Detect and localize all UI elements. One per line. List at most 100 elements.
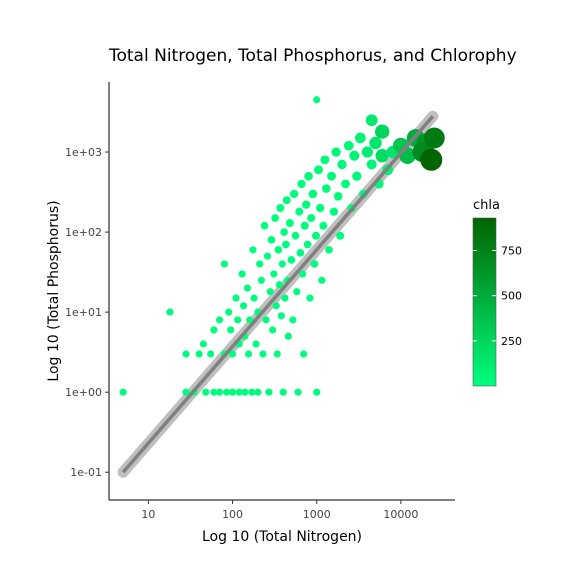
data-point xyxy=(232,294,240,302)
data-point xyxy=(369,136,382,150)
data-point xyxy=(280,228,288,236)
data-point xyxy=(331,147,341,157)
data-point xyxy=(318,276,326,284)
data-point xyxy=(270,270,278,278)
data-point xyxy=(266,288,274,296)
data-point xyxy=(300,221,309,230)
data-point xyxy=(313,388,321,396)
data-point xyxy=(256,260,264,268)
points-layer xyxy=(119,96,445,396)
data-point xyxy=(316,203,325,213)
data-point xyxy=(314,165,323,175)
data-point xyxy=(239,302,248,310)
data-point xyxy=(361,146,373,158)
data-point xyxy=(365,114,378,127)
data-point xyxy=(287,256,296,264)
data-point xyxy=(257,276,265,284)
data-point xyxy=(273,350,281,358)
data-point xyxy=(267,236,276,244)
data-point xyxy=(277,312,285,320)
data-point xyxy=(246,316,254,324)
data-point xyxy=(295,207,304,216)
data-point xyxy=(352,171,362,181)
data-point xyxy=(313,96,321,104)
data-point xyxy=(278,260,286,268)
data-point xyxy=(307,213,316,223)
data-point xyxy=(235,388,243,396)
x-tick-label: 10 xyxy=(141,508,155,521)
chart-title: Total Nitrogen, Total Phosphorus, and Ch… xyxy=(108,46,517,66)
data-point xyxy=(227,326,235,334)
data-point xyxy=(210,326,218,334)
data-point xyxy=(327,171,336,181)
data-point xyxy=(291,231,300,240)
data-point xyxy=(262,316,270,324)
legend-title: chla xyxy=(473,198,500,213)
data-point xyxy=(249,246,257,254)
data-point xyxy=(289,316,297,324)
data-point xyxy=(265,388,273,396)
data-point xyxy=(337,159,347,170)
x-tick-label: 100 xyxy=(222,508,243,521)
data-point xyxy=(336,231,345,240)
data-point xyxy=(269,326,277,334)
data-point xyxy=(294,388,302,396)
data-point xyxy=(263,252,272,260)
x-axis-ticks: 10 100 1000 10000 xyxy=(141,500,418,521)
data-point xyxy=(375,124,390,139)
data-point xyxy=(207,350,215,358)
data-point xyxy=(254,388,262,396)
data-point xyxy=(423,127,445,149)
data-point xyxy=(349,150,360,161)
legend-colorbar xyxy=(472,217,497,387)
data-point xyxy=(182,350,190,358)
data-point xyxy=(225,308,233,316)
data-point xyxy=(343,140,354,151)
data-point xyxy=(215,316,224,324)
data-point xyxy=(275,281,283,289)
data-point xyxy=(228,388,237,396)
data-point xyxy=(276,203,285,213)
data-point xyxy=(202,388,210,396)
data-point xyxy=(271,214,279,222)
trend-line-layer xyxy=(121,115,435,474)
data-point xyxy=(274,246,283,254)
data-point xyxy=(297,179,306,189)
data-point xyxy=(248,388,256,396)
data-point xyxy=(220,260,229,268)
y-tick-label: 1e+03 xyxy=(65,146,102,159)
data-point xyxy=(366,159,377,170)
data-point xyxy=(311,231,320,240)
y-axis-ticks: 1e-01 1e+00 1e+01 1e+02 1e+03 xyxy=(65,146,109,479)
data-point xyxy=(282,196,291,205)
x-tick-label: 10000 xyxy=(383,508,418,521)
data-point xyxy=(234,316,242,324)
data-point xyxy=(238,270,246,278)
data-point xyxy=(228,350,237,358)
y-tick-label: 1e+00 xyxy=(65,386,102,399)
data-point xyxy=(182,388,190,396)
data-point xyxy=(282,240,290,249)
data-point xyxy=(243,284,251,292)
data-point xyxy=(250,294,258,302)
data-point xyxy=(119,388,127,396)
data-point xyxy=(241,388,249,396)
y-tick-label: 1e+02 xyxy=(65,226,102,239)
trend-line xyxy=(121,115,435,474)
data-point xyxy=(285,218,294,227)
data-point xyxy=(296,249,305,257)
data-point xyxy=(259,350,267,358)
y-tick-label: 1e+01 xyxy=(65,306,102,319)
legend-ticks: 250 500 750 xyxy=(473,245,522,348)
x-axis-title: Log 10 (Total Nitrogen) xyxy=(202,529,362,545)
data-point xyxy=(195,350,203,358)
plot-area xyxy=(117,96,445,478)
legend-tick-label: 500 xyxy=(501,290,522,303)
data-point xyxy=(329,207,339,216)
data-point xyxy=(304,171,313,181)
data-point xyxy=(260,221,269,230)
data-point xyxy=(354,132,366,144)
data-point xyxy=(308,189,318,199)
data-point xyxy=(284,332,292,340)
